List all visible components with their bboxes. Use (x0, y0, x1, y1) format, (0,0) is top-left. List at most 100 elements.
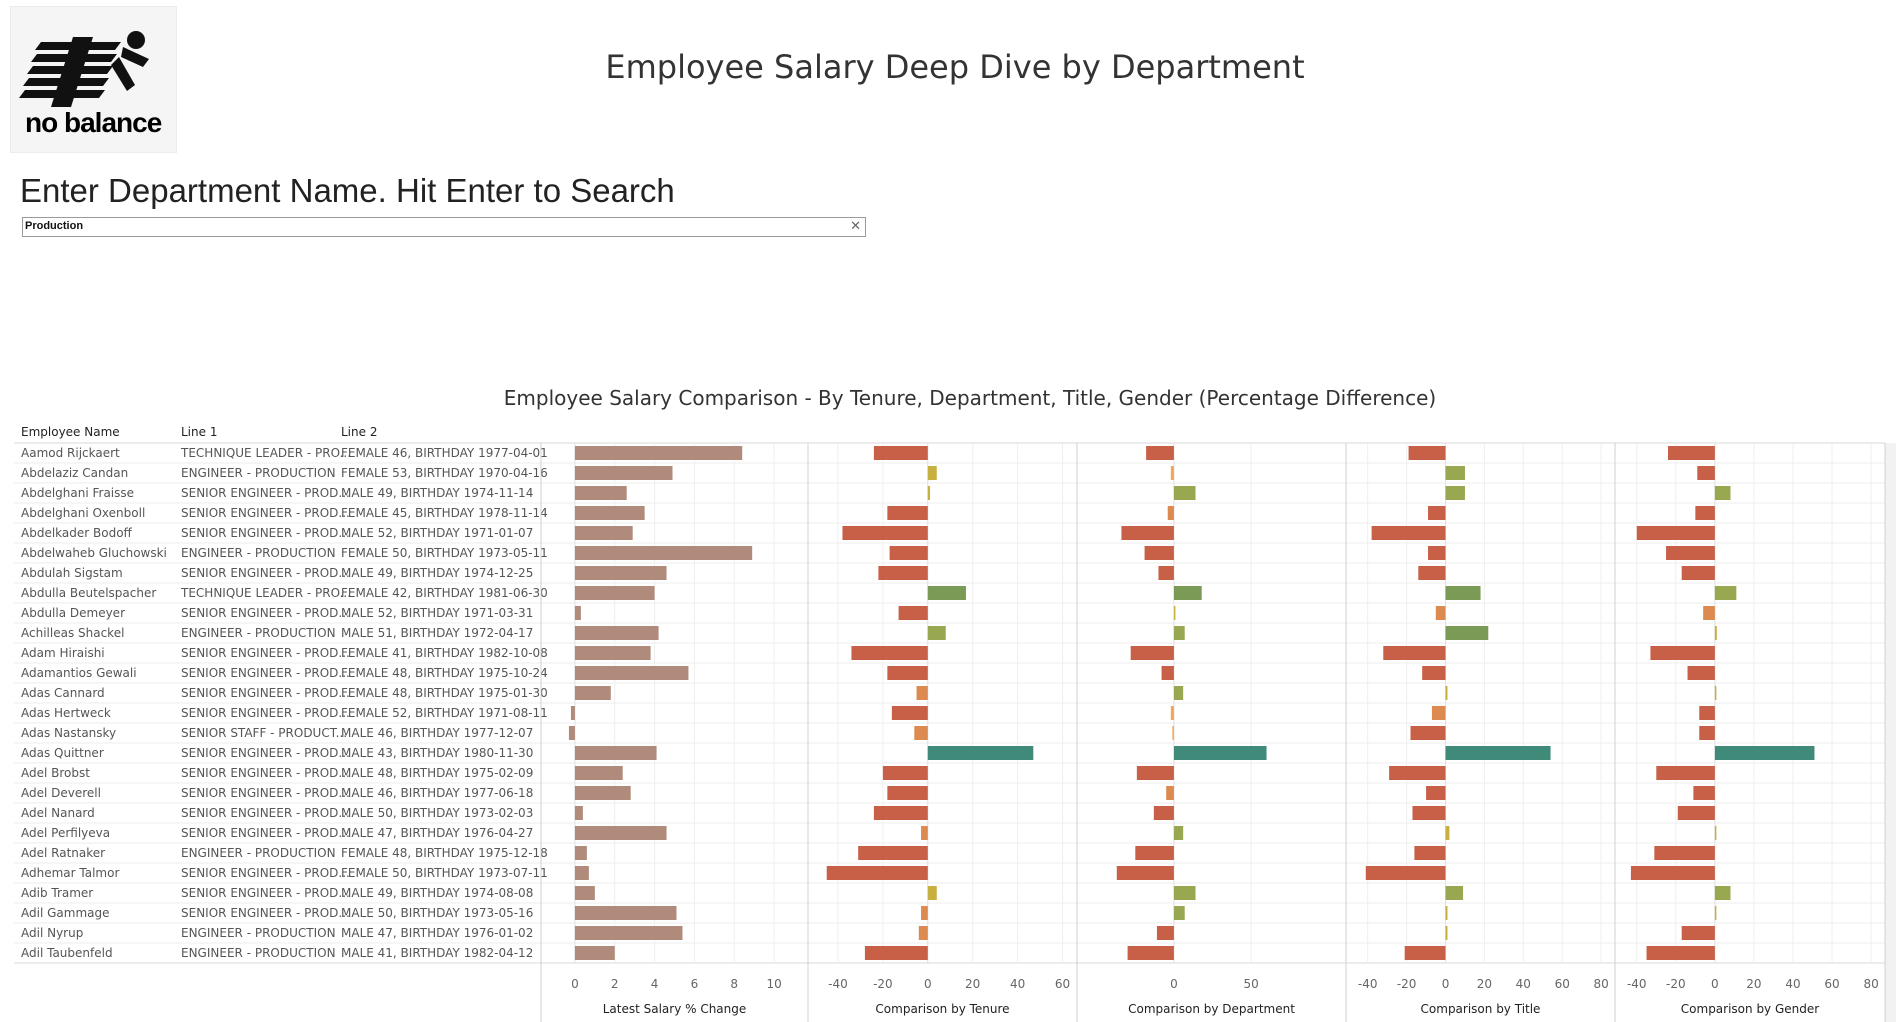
bar (1170, 466, 1174, 480)
bar (1414, 846, 1446, 860)
bar (574, 826, 667, 840)
bar (574, 746, 657, 760)
x-tick-label: 20 (1746, 977, 1761, 991)
logo-text: no balance (25, 107, 162, 138)
bar (1410, 726, 1446, 740)
bar (1173, 906, 1185, 920)
line2-cell: MALE 49, BIRTHDAY 1974-08-08 (341, 886, 533, 900)
bar (1116, 866, 1174, 880)
bar (1121, 526, 1174, 540)
x-tick-label: 60 (1555, 977, 1570, 991)
scrollbar-track (1885, 443, 1896, 1022)
line2-cell: FEMALE 48, BIRTHDAY 1975-01-30 (341, 686, 548, 700)
bar (1365, 866, 1446, 880)
bar (927, 486, 931, 500)
bar (1130, 646, 1174, 660)
line1-cell: SENIOR ENGINEER - PROD... (181, 906, 350, 920)
employee-name-cell: Aamod Rijckaert (21, 446, 120, 460)
bar (1703, 606, 1715, 620)
employee-name-cell: Adel Nanard (21, 806, 95, 820)
bar (1636, 526, 1715, 540)
bar (574, 666, 689, 680)
line1-cell: ENGINEER - PRODUCTION (181, 946, 336, 960)
bar (1435, 606, 1446, 620)
bar (1431, 706, 1446, 720)
bar (873, 806, 928, 820)
bar (1445, 686, 1448, 700)
bar (1697, 466, 1715, 480)
bar (1166, 786, 1174, 800)
line1-cell: SENIOR ENGINEER - PROD... (181, 866, 350, 880)
bar (1699, 706, 1715, 720)
bar (1371, 526, 1446, 540)
bar (574, 806, 583, 820)
bar (878, 566, 928, 580)
employee-name-cell: Adamantios Gewali (21, 666, 137, 680)
x-tick-label: 50 (1243, 977, 1258, 991)
bar (574, 846, 587, 860)
close-icon[interactable]: ✕ (850, 219, 861, 234)
bar (1428, 546, 1446, 560)
bar (1445, 586, 1481, 600)
bar (887, 506, 928, 520)
bar (921, 906, 928, 920)
x-tick-label: -20 (873, 977, 893, 991)
x-tick-label: 60 (1824, 977, 1839, 991)
x-tick-label: 10 (766, 977, 781, 991)
bar (1630, 866, 1715, 880)
bar (1167, 506, 1174, 520)
line2-cell: FEMALE 48, BIRTHDAY 1975-12-18 (341, 846, 548, 860)
bar (1404, 946, 1446, 960)
bar (1714, 826, 1717, 840)
line2-cell: MALE 41, BIRTHDAY 1982-04-12 (341, 946, 533, 960)
bar (1693, 786, 1715, 800)
bar (1445, 466, 1465, 480)
bar (914, 726, 928, 740)
line2-cell: MALE 52, BIRTHDAY 1971-01-07 (341, 526, 533, 540)
x-tick-label: 40 (1010, 977, 1025, 991)
line1-cell: SENIOR ENGINEER - PROD... (181, 646, 350, 660)
bar (574, 606, 581, 620)
bar (1422, 666, 1446, 680)
bar (574, 786, 631, 800)
bar (1418, 566, 1446, 580)
bar (921, 826, 928, 840)
bar (1144, 546, 1174, 560)
bar (1650, 646, 1715, 660)
employee-name-cell: Abdulah Sigstam (21, 566, 123, 580)
x-tick-label: 40 (1785, 977, 1800, 991)
bar (574, 866, 589, 880)
bar (574, 926, 683, 940)
line2-cell: MALE 50, BIRTHDAY 1973-02-03 (341, 806, 533, 820)
employee-name-cell: Adas Nastansky (21, 726, 116, 740)
bar (1654, 846, 1715, 860)
bar (826, 866, 928, 880)
bar (842, 526, 928, 540)
bar (891, 706, 928, 720)
column-header: Line 2 (341, 425, 377, 439)
bar (1695, 506, 1715, 520)
bar (1389, 766, 1446, 780)
x-tick-label: -40 (1627, 977, 1647, 991)
bar (898, 606, 928, 620)
bar (1445, 746, 1551, 760)
bar (1677, 806, 1715, 820)
bar (574, 686, 611, 700)
line1-cell: SENIOR ENGINEER - PROD... (181, 706, 350, 720)
bar (574, 446, 743, 460)
x-tick-label: 0 (1711, 977, 1719, 991)
bar (574, 586, 655, 600)
bar (574, 646, 651, 660)
line2-cell: FEMALE 48, BIRTHDAY 1975-10-24 (341, 666, 548, 680)
bar (889, 546, 928, 560)
bar (574, 946, 615, 960)
bar (1699, 726, 1715, 740)
bar (1161, 666, 1174, 680)
bar (1173, 826, 1184, 840)
employee-name-cell: Adib Tramer (21, 886, 93, 900)
line1-cell: SENIOR ENGINEER - PROD... (181, 786, 350, 800)
search-box[interactable]: ✕ (22, 217, 866, 237)
bar (574, 626, 659, 640)
department-search-input[interactable] (25, 219, 825, 233)
